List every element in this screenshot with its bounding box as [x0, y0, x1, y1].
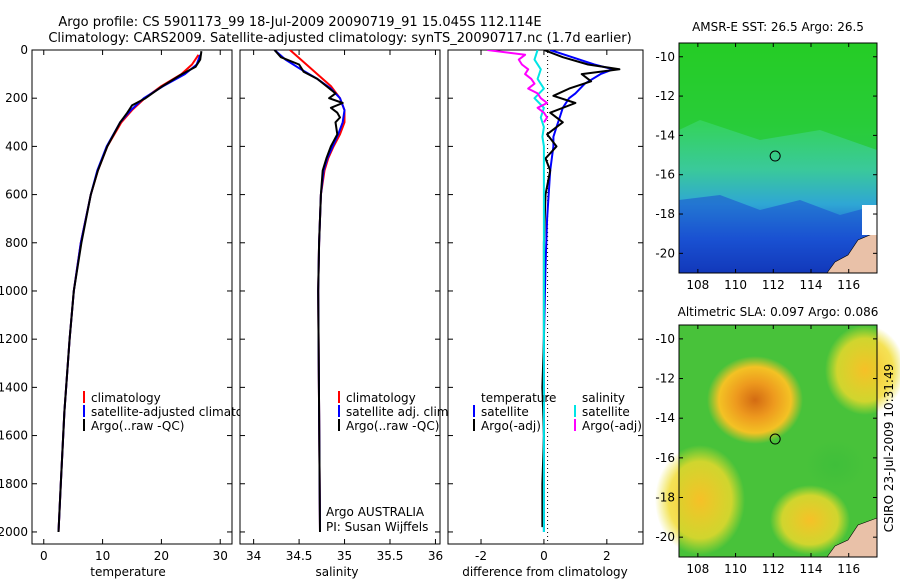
x-tick-label: 2 [603, 549, 611, 563]
legend-label-argo: Argo(..raw -QC) [91, 419, 184, 433]
legend-label-satellite: satellite-adjusted climatology [91, 405, 269, 419]
map-y-tick-label: -20 [655, 246, 675, 260]
x-tick-label: 10 [95, 549, 110, 563]
map-y-tick-label: -10 [655, 50, 675, 64]
sla-green-patch [805, 440, 865, 490]
map-y-tick-label: -16 [655, 168, 675, 182]
sla-yellow-patch [770, 485, 850, 555]
y-tick-label: 1400 [0, 380, 28, 394]
temperature-panel: 0 10 20 30 0 200 400 600 800 1000 1200 1400 1600 1800… [0, 43, 269, 579]
map-y-tick-label: -14 [655, 128, 675, 142]
map-y-tick-label: -12 [655, 89, 675, 103]
map-x-tick-label: 112 [762, 562, 785, 576]
sla-yellow-patch [825, 325, 900, 415]
y-tick-label: 400 [5, 139, 28, 153]
map-x-tick-label: 110 [724, 562, 747, 576]
sla-map-panel: Altimetric SLA: 0.097 Argo: 0.086 108 110… [655, 305, 900, 576]
x-tick-label: 20 [154, 549, 169, 563]
x-tick-label: 0 [540, 549, 548, 563]
map-x-tick-label: 108 [686, 562, 709, 576]
map-x-tick-label: 116 [837, 278, 860, 292]
map-y-tick-label: -18 [655, 207, 675, 221]
y-tick-label: 600 [5, 188, 28, 202]
map-y-tick-label: -18 [655, 491, 675, 505]
x-tick-label: 35 [337, 549, 352, 563]
legend-label-satellite: satellite adj. clim. [346, 405, 452, 419]
salinity-xlabel: salinity [315, 565, 358, 579]
series-salinity-satellite [533, 50, 545, 532]
csiro-timestamp: CSIRO 23-Jul-2009 10:31:49 [882, 364, 896, 532]
series-argo-raw-qc [57, 51, 203, 533]
argo-location-marker [769, 433, 781, 445]
sla-yellow-patch [655, 445, 745, 555]
figure-title-line2: Climatology: CARS2009. Satellite-adjuste… [48, 31, 631, 46]
sla-map-title: Altimetric SLA: 0.097 Argo: 0.086 [678, 305, 879, 319]
float-pi-annotation: PI: Susan Wijffels [326, 520, 428, 534]
y-tick-label: 2000 [0, 525, 28, 539]
legend-label-temp-argo: Argo(-adj) [481, 419, 541, 433]
legend-label-argo: Argo(..raw -QC) [346, 419, 439, 433]
map-y-tick-label: -20 [655, 530, 675, 544]
map-x-tick-label: 108 [686, 278, 709, 292]
sst-warm-patch [679, 43, 877, 150]
series-salinity-argo-adj [487, 50, 549, 123]
difference-panel: -2 0 2 temperature salinity satellite Argo… [447, 49, 644, 579]
x-tick-label: 0 [40, 549, 48, 563]
sst-cool-patch [679, 195, 877, 273]
temperature-legend: climatology satellite-adjusted climatolo… [83, 391, 269, 433]
argo-location-marker [769, 150, 781, 162]
x-tick-label: 36 [428, 549, 443, 563]
difference-xlabel: difference from climatology [462, 565, 628, 579]
map-y-tick-label: -12 [655, 372, 675, 386]
legend-title-temperature: temperature [481, 391, 556, 405]
sst-map-title: AMSR-E SST: 26.5 Argo: 26.5 [692, 20, 864, 34]
legend-label-climatology: climatology [346, 391, 416, 405]
temperature-xlabel: temperature [90, 565, 165, 579]
map-x-tick-label: 116 [837, 562, 860, 576]
sla-warm-eddy [707, 356, 803, 444]
legend-label-sal-argo: Argo(-adj) [582, 419, 642, 433]
x-tick-label: 34.5 [286, 549, 313, 563]
map-y-tick-label: -14 [655, 411, 675, 425]
legend-title-salinity: salinity [582, 391, 625, 405]
y-tick-label: 200 [5, 91, 28, 105]
y-tick-label: 800 [5, 236, 28, 250]
x-tick-label: 30 [213, 549, 228, 563]
map-x-tick-label: 112 [762, 278, 785, 292]
sst-map-panel: AMSR-E SST: 26.5 Argo: 26.5 108 110 112 114… [655, 20, 878, 292]
x-tick-label: -2 [475, 549, 487, 563]
difference-legend: temperature salinity satellite Argo(-adj… [473, 391, 642, 433]
x-tick-label: 34 [246, 549, 261, 563]
map-y-tick-label: -10 [655, 332, 675, 346]
map-x-tick-label: 114 [800, 278, 823, 292]
y-tick-label: 1200 [0, 332, 28, 346]
salinity-legend: climatology satellite adj. clim. Argo(..… [338, 391, 452, 433]
float-owner-annotation: Argo AUSTRALIA [326, 505, 425, 519]
sst-missing-data [862, 205, 877, 235]
salinity-panel: 34 34.5 35 35.5 36 climatology satellite adj… [239, 49, 452, 579]
x-tick-label: 35.5 [377, 549, 404, 563]
legend-label-temp-satellite: satellite [481, 405, 529, 419]
y-tick-label: 1000 [0, 284, 28, 298]
y-tick-label: 0 [20, 43, 28, 57]
series-argo-raw-qc [273, 50, 344, 533]
legend-label-climatology: climatology [91, 391, 161, 405]
map-y-tick-label: -16 [655, 451, 675, 465]
y-tick-label: 1600 [0, 429, 28, 443]
y-tick-label: 1800 [0, 477, 28, 491]
map-x-tick-label: 110 [724, 278, 747, 292]
legend-label-sal-satellite: satellite [582, 405, 630, 419]
figure-title-line1: Argo profile: CS 5901173_99 18-Jul-2009 … [58, 15, 541, 30]
map-x-tick-label: 114 [800, 562, 823, 576]
